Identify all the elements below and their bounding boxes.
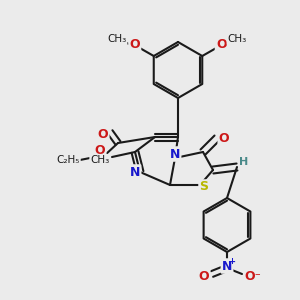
Text: O: O bbox=[129, 38, 140, 52]
Text: O: O bbox=[219, 131, 229, 145]
Text: –: – bbox=[254, 269, 260, 279]
Text: O: O bbox=[245, 269, 255, 283]
Text: CH₃: CH₃ bbox=[107, 34, 126, 44]
Text: O: O bbox=[216, 38, 226, 52]
Text: N: N bbox=[130, 166, 140, 178]
Text: O: O bbox=[98, 128, 108, 140]
Text: +: + bbox=[229, 257, 236, 266]
Text: O: O bbox=[199, 269, 209, 283]
Text: O: O bbox=[95, 145, 105, 158]
Text: CH₃: CH₃ bbox=[90, 155, 110, 165]
Text: CH₃: CH₃ bbox=[228, 34, 247, 44]
Text: N: N bbox=[170, 148, 180, 160]
Text: H: H bbox=[239, 157, 249, 167]
Text: N: N bbox=[222, 260, 232, 272]
Text: C₂H₅: C₂H₅ bbox=[56, 155, 80, 165]
Text: S: S bbox=[200, 181, 208, 194]
